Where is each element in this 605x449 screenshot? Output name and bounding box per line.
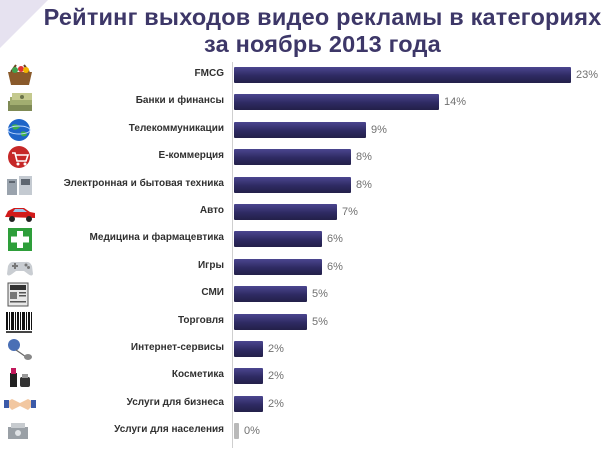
chart-row: Торговля 5% [0, 309, 605, 336]
gamepad-icon [2, 254, 38, 280]
chart-title-line-1: Рейтинг выходов видео рекламы в категори… [43, 4, 602, 30]
bar [234, 231, 322, 248]
bar [234, 423, 239, 440]
chart-row: Услуги для населения 0% [0, 418, 605, 445]
bar-value-label: 8% [356, 151, 372, 164]
chart-row: Авто 7% [0, 199, 605, 226]
globe-icon [2, 117, 38, 143]
bar-value-label: 14% [444, 96, 467, 109]
handshake-icon [2, 391, 38, 417]
chart-row: Услуги для бизнеса 2% [0, 391, 605, 418]
bar-value-label: 6% [327, 233, 343, 246]
category-label: FMCG [194, 68, 224, 79]
chart-row: Интернет-сервисы 2% [0, 336, 605, 363]
corner-decoration [0, 0, 48, 48]
category-label: Косметика [171, 369, 224, 381]
bar-chart-plot-area: FMCG 23% Банки и финансы 14% Телекоммуникаци… [0, 62, 605, 448]
car-icon [2, 199, 38, 225]
category-label: Банки и финансы [135, 95, 224, 107]
chart-row: Игры 6% [0, 254, 605, 281]
bar [234, 286, 307, 303]
shopping-basket-icon [2, 62, 38, 88]
chart-row: Телекоммуникации 9% [0, 117, 605, 144]
category-label: Авто [199, 205, 224, 216]
category-axis-line [232, 62, 233, 448]
chart-row: FMCG 23% [0, 62, 605, 89]
bar [234, 368, 263, 385]
chart-row: Косметика 2% [0, 363, 605, 390]
chart-row: Банки и финансы 14% [0, 89, 605, 116]
category-label: Интернет-сервисы [130, 342, 224, 353]
category-label: Услуги для населения [114, 424, 224, 436]
bar [234, 341, 263, 357]
internet-mouse-icon [2, 336, 38, 362]
services-icon [2, 418, 38, 444]
bar [234, 395, 263, 412]
chart-row: СМИ 5% [0, 281, 605, 308]
chart-row: Е-коммерция 8% [0, 144, 605, 171]
appliances-icon [2, 172, 38, 198]
medical-cross-icon [2, 226, 38, 252]
bar [234, 176, 351, 193]
bar [234, 67, 571, 83]
chart-row: Электронная и бытовая техника 8% [0, 172, 605, 199]
newspaper-icon [2, 281, 38, 307]
bar-value-label: 2% [268, 370, 284, 383]
bar-value-label: 0% [244, 425, 260, 438]
category-label: Е-коммерция [158, 150, 224, 162]
bar-value-label: 5% [312, 288, 328, 301]
chart-title: Рейтинг выходов видео рекламы в категори… [40, 4, 605, 58]
bar-value-label: 23% [576, 69, 599, 81]
category-label: Телекоммуникации [128, 122, 224, 134]
category-label: Игры [197, 259, 224, 271]
bar-value-label: 7% [342, 206, 358, 218]
category-label: Торговля [177, 314, 224, 326]
chart-row: Медицина и фармацевтика 6% [0, 226, 605, 253]
bar-value-label: 2% [268, 397, 284, 410]
bar [234, 149, 351, 166]
money-stack-icon [2, 89, 38, 115]
category-label: Медицина и фармацевтика [89, 232, 224, 244]
category-label: Электронная и бытовая техника [63, 177, 224, 189]
bar [234, 313, 307, 330]
chart-title-line-2: за ноябрь 2013 года [204, 31, 441, 57]
bar [234, 121, 366, 138]
bar-value-label: 8% [356, 178, 372, 191]
bar [234, 204, 337, 220]
cosmetics-icon [2, 363, 38, 389]
bar-value-label: 9% [371, 123, 387, 136]
bar-value-label: 2% [268, 343, 284, 355]
shopping-cart-icon [2, 144, 38, 170]
category-label: СМИ [201, 287, 224, 299]
barcode-icon [2, 309, 38, 335]
bar-value-label: 5% [312, 315, 328, 328]
bar [234, 94, 439, 111]
bar [234, 258, 322, 275]
bar-value-label: 6% [327, 260, 343, 273]
category-label: Услуги для бизнеса [126, 396, 224, 408]
